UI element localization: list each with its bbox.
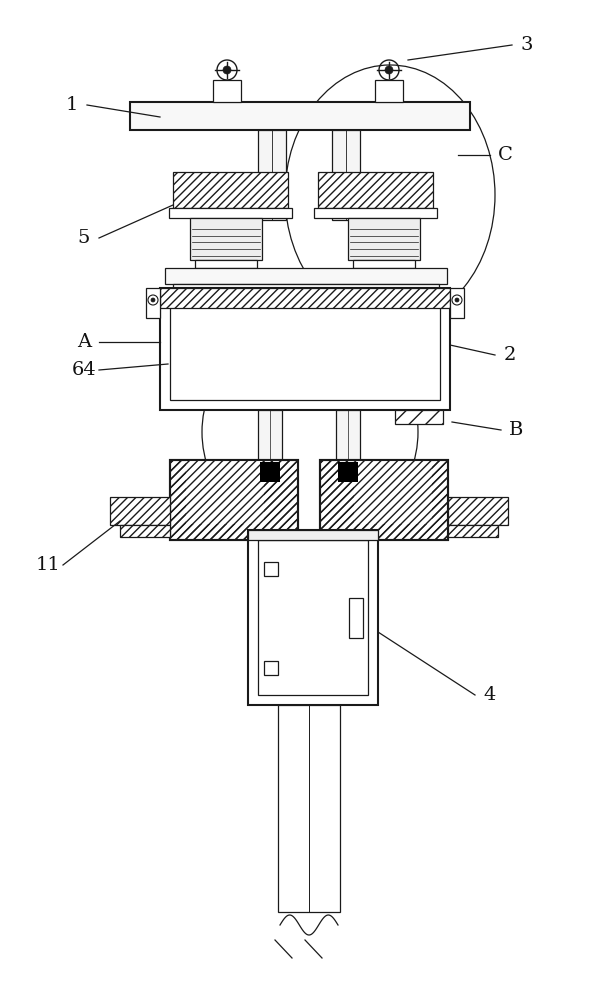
Bar <box>354 460 432 524</box>
Bar <box>395 410 443 424</box>
Bar <box>186 460 264 524</box>
Text: 5: 5 <box>78 229 90 247</box>
Bar <box>314 208 437 218</box>
Bar <box>448 497 508 525</box>
Bar <box>264 661 278 675</box>
Bar <box>375 80 403 102</box>
Bar <box>336 410 360 535</box>
Bar <box>258 130 286 220</box>
Text: C: C <box>498 146 512 164</box>
Bar <box>264 562 278 576</box>
Bar <box>195 260 257 268</box>
Bar <box>348 218 420 260</box>
Text: 2: 2 <box>504 346 516 364</box>
Circle shape <box>151 298 155 302</box>
Bar <box>320 460 448 540</box>
Text: A: A <box>77 333 91 351</box>
Circle shape <box>223 66 231 74</box>
Bar <box>248 530 378 705</box>
Bar <box>160 288 450 410</box>
Text: 4: 4 <box>484 686 496 704</box>
Bar <box>349 597 363 638</box>
Bar <box>353 260 415 268</box>
Bar <box>448 525 498 537</box>
Bar <box>332 130 360 220</box>
Bar <box>160 288 450 308</box>
Text: B: B <box>509 421 523 439</box>
Bar <box>320 460 448 540</box>
Bar <box>173 284 439 292</box>
Bar <box>130 102 470 130</box>
Bar <box>338 462 358 482</box>
Bar <box>173 172 288 208</box>
Bar <box>146 288 160 318</box>
Bar <box>169 208 292 218</box>
Bar <box>120 525 170 537</box>
Bar <box>170 298 440 400</box>
Bar <box>170 460 298 540</box>
Bar <box>213 80 241 102</box>
Bar <box>260 462 280 482</box>
Text: 11: 11 <box>36 556 60 574</box>
Text: 3: 3 <box>521 36 533 54</box>
Bar <box>278 705 340 912</box>
Text: 1: 1 <box>66 96 78 114</box>
Bar <box>258 540 368 695</box>
Bar <box>110 497 170 525</box>
Text: 64: 64 <box>72 361 96 379</box>
Bar <box>190 218 262 260</box>
Bar <box>318 172 433 208</box>
Bar <box>258 410 282 535</box>
Bar <box>248 530 378 540</box>
Bar <box>165 268 447 284</box>
Circle shape <box>385 66 393 74</box>
Bar <box>170 460 298 540</box>
Circle shape <box>455 298 459 302</box>
Bar <box>450 288 464 318</box>
